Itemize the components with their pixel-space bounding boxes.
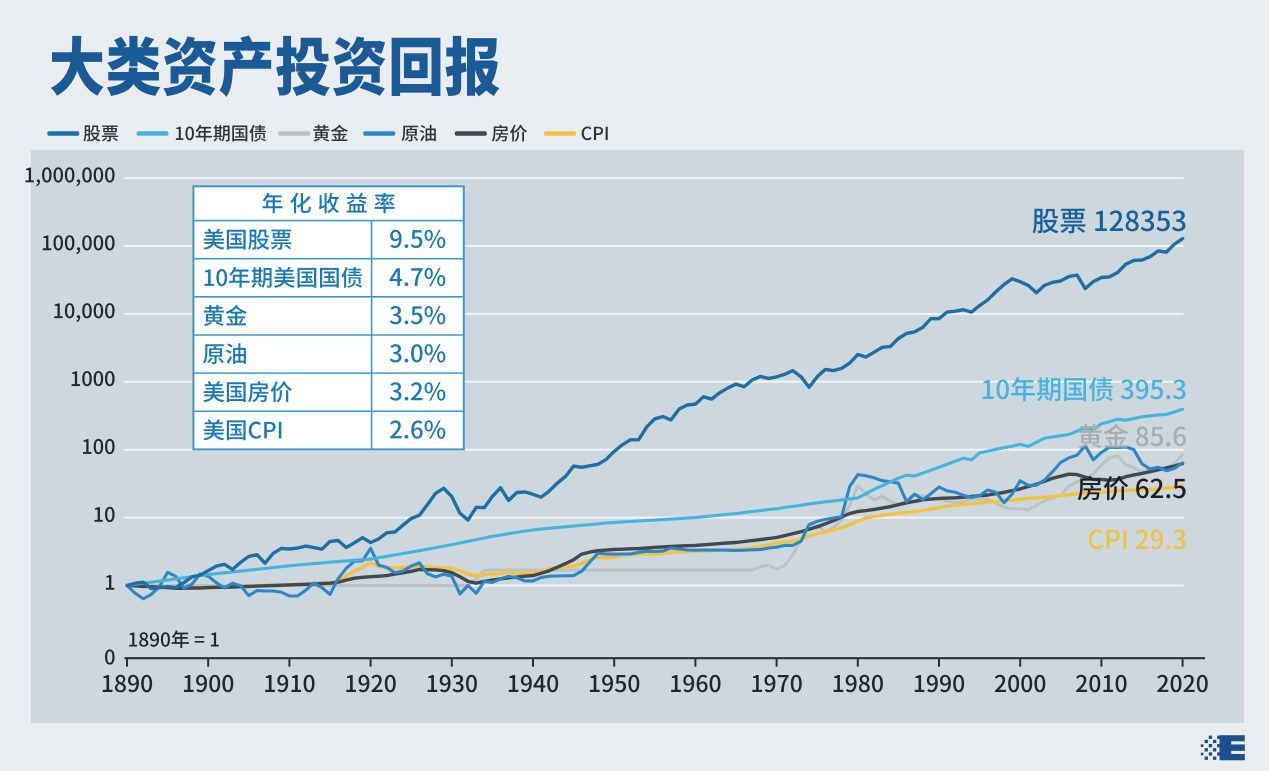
- x-axis-label: [589, 674, 640, 693]
- legend-label-4: [491, 124, 527, 142]
- series-end-label-cpi: [1088, 529, 1186, 550]
- x-axis-label: [508, 674, 559, 693]
- x-axis-label: [1157, 674, 1208, 693]
- y-axis-label: [105, 649, 115, 665]
- legend-label-1: [175, 124, 266, 142]
- x-axis-label: [183, 674, 234, 693]
- legend-label-2: [313, 124, 348, 142]
- legend-swatch-2: [278, 131, 311, 136]
- legend-label-0: [83, 125, 119, 142]
- table-row-label-1: [204, 266, 363, 288]
- y-axis-label: [83, 438, 115, 455]
- returns-table-header: [262, 192, 395, 214]
- table-row-value-4: [389, 382, 446, 401]
- page-title: [50, 35, 500, 97]
- table-row-label-2: [203, 304, 247, 326]
- table-row-value-2: [389, 306, 446, 325]
- x-axis-label: [914, 674, 965, 693]
- legend-swatch-0: [47, 131, 80, 136]
- table-row-label-4: [203, 381, 292, 403]
- series-end-label-house: [1077, 475, 1186, 501]
- x-axis-label: [346, 674, 396, 693]
- axis-annotation: [129, 630, 219, 649]
- y-axis-label: [42, 235, 115, 255]
- x-axis-label: [752, 674, 802, 693]
- y-axis-label: [54, 303, 115, 323]
- legend-swatch-5: [544, 131, 576, 136]
- table-row-label-5: [203, 419, 282, 441]
- legend-swatch-4: [454, 131, 487, 136]
- legend-swatch-3: [363, 131, 396, 136]
- table-row-value-3: [389, 344, 446, 363]
- series-end-label-bond: [982, 376, 1186, 402]
- series-line-股票: [125, 236, 1185, 591]
- y-axis-label: [71, 371, 115, 387]
- table-row-value-0: [390, 229, 446, 249]
- table-row-label-3: [203, 343, 246, 365]
- series-line-10年期国债: [125, 407, 1185, 588]
- legend-label-5: [581, 126, 608, 141]
- x-axis-label: [994, 674, 1046, 693]
- brand-logo: [1200, 735, 1245, 761]
- table-row-value-1: [389, 267, 446, 287]
- table-row-label-0: [203, 228, 292, 250]
- x-axis-label: [102, 674, 153, 693]
- y-axis-label: [94, 506, 115, 523]
- series-line-原油: [125, 444, 1185, 601]
- y-axis-label: [105, 574, 115, 590]
- series-line-房价: [125, 461, 1185, 590]
- x-axis-label: [265, 674, 315, 693]
- legend-swatch-1: [136, 131, 169, 136]
- series-end-label-gold: [1078, 423, 1186, 449]
- legend-label-3: [401, 124, 436, 142]
- x-axis-label: [833, 674, 883, 693]
- table-row-value-5: [390, 420, 446, 439]
- x-axis-label: [671, 674, 721, 693]
- series-end-label-stock: [1032, 208, 1186, 234]
- x-axis-label: [427, 674, 477, 693]
- x-axis-label: [1076, 674, 1127, 693]
- y-axis-label: [25, 167, 115, 187]
